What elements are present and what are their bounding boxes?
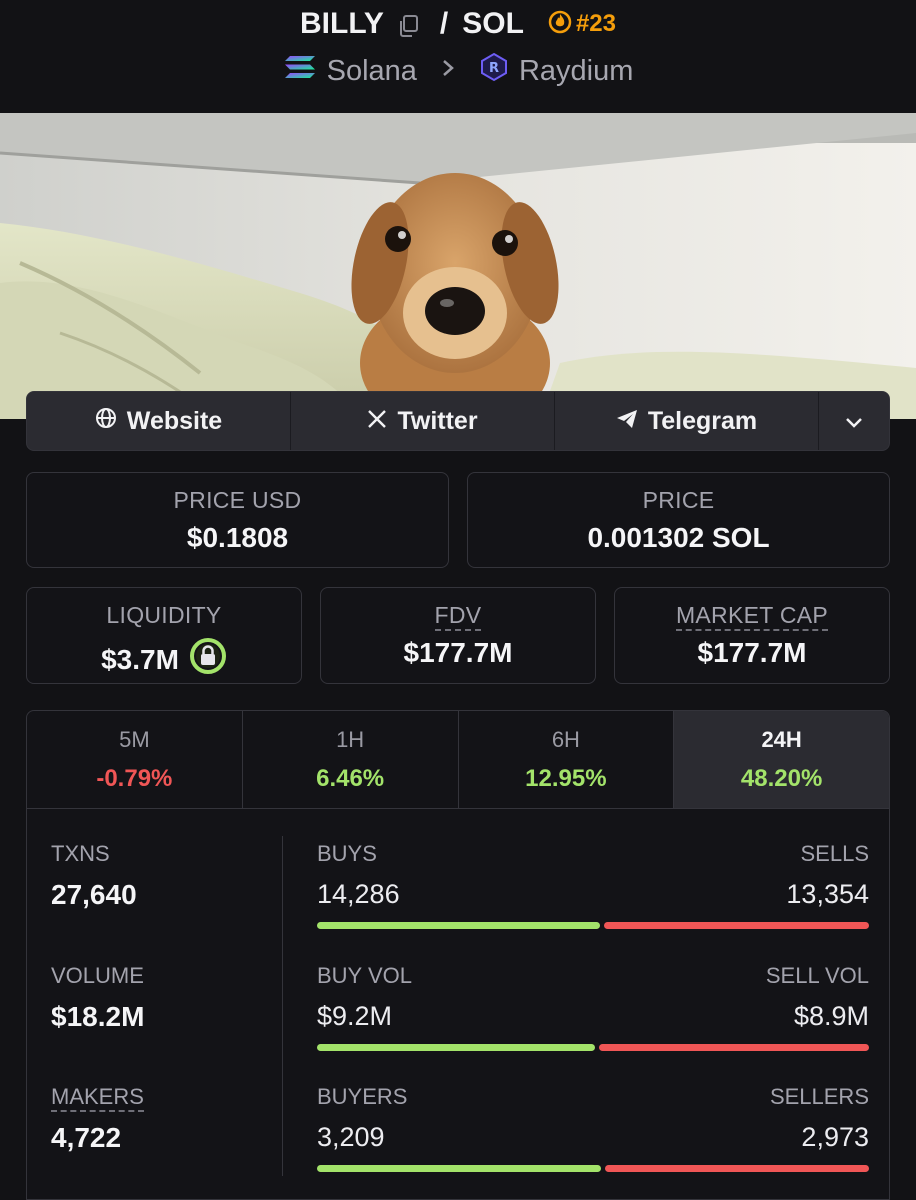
tab-change: -0.79%: [96, 765, 173, 792]
sell-vol-bar-segment: [599, 1044, 869, 1051]
fdv-card: FDV $177.7M: [320, 587, 596, 684]
tab-label: 24H: [761, 727, 802, 752]
tab-change: 12.95%: [525, 765, 607, 792]
telegram-label: Telegram: [647, 406, 758, 435]
txns-metric: TXNS 27,640: [51, 841, 137, 911]
telegram-icon: [616, 407, 638, 436]
makers-value: 4,722: [51, 1122, 122, 1153]
tab-1h[interactable]: 1H 6.46%: [243, 711, 459, 808]
tab-change: 48.20%: [740, 765, 823, 792]
buy-vol-label: BUY VOL: [317, 963, 412, 988]
sells-bar-segment: [604, 922, 869, 929]
liquidity-value: $3.7M: [101, 643, 179, 675]
flame-icon: [548, 8, 572, 41]
sell-vol-label: SELL VOL: [765, 963, 869, 988]
price-native-value: 0.001302 SOL: [587, 522, 770, 553]
tab-24h[interactable]: 24H 48.20%: [674, 711, 889, 808]
makers-metric: MAKERS 4,722: [51, 1084, 144, 1154]
dex-link[interactable]: Raydium: [518, 54, 634, 87]
more-links-button[interactable]: [819, 392, 889, 450]
social-links-bar: Website Twitter Telegram: [26, 391, 890, 451]
lock-icon[interactable]: [189, 637, 227, 682]
twitter-label: Twitter: [397, 406, 478, 435]
buys-sells-bar: [317, 922, 869, 929]
market-cap-card: MARKET CAP $177.7M: [614, 587, 890, 684]
buy-vol-bar-segment: [317, 1044, 595, 1051]
raydium-icon: R: [479, 52, 509, 90]
website-label: Website: [126, 406, 223, 435]
volume-metric: VOLUME $18.2M: [51, 963, 144, 1033]
timeframe-tabs: 5M -0.79% 1H 6.46% 6H 12.95% 24H 48.20%: [27, 711, 889, 809]
tab-change: 6.46%: [316, 765, 385, 792]
rank-label: #23: [575, 10, 616, 37]
chevron-down-icon: [845, 407, 863, 436]
volume-split-bar: [317, 1044, 869, 1051]
telegram-button[interactable]: Telegram: [555, 392, 819, 450]
liquidity-label: LIQUIDITY: [106, 602, 222, 628]
token-banner-image: [0, 113, 916, 419]
fdv-label[interactable]: FDV: [434, 602, 482, 631]
token-symbol: BILLY: [300, 7, 384, 40]
chevron-right-icon: [441, 57, 455, 85]
volume-split-row: BUY VOL SELL VOL $9.2M $8.9M: [317, 963, 869, 1051]
market-cap-value: $177.7M: [697, 637, 807, 668]
market-cap-label[interactable]: MARKET CAP: [675, 602, 829, 631]
breadcrumb: Solana R Raydium: [0, 50, 916, 92]
price-native-label: PRICE: [642, 487, 715, 513]
tab-label: 6H: [551, 727, 580, 752]
copy-icon[interactable]: [398, 12, 420, 37]
buys-bar-segment: [317, 922, 600, 929]
pair-title: BILLY / SOL #23: [0, 4, 916, 44]
sell-vol-value: $8.9M: [793, 1001, 869, 1031]
sells-value: 13,354: [786, 879, 869, 909]
buy-vol-value: $9.2M: [317, 1001, 393, 1031]
svg-text:R: R: [489, 61, 499, 76]
sellers-label: SELLERS: [769, 1084, 869, 1109]
volume-value: $18.2M: [51, 1001, 145, 1032]
sellers-bar-segment: [605, 1165, 869, 1172]
chain-link[interactable]: Solana: [326, 54, 417, 87]
solana-icon: [283, 53, 317, 89]
globe-icon: [95, 407, 117, 436]
stats-panel: 5M -0.79% 1H 6.46% 6H 12.95% 24H 48.20% …: [26, 710, 890, 1200]
tab-6h[interactable]: 6H 12.95%: [459, 711, 675, 808]
fdv-value: $177.7M: [403, 637, 513, 668]
price-usd-card: PRICE USD $0.1808: [26, 472, 449, 568]
sellers-value: 2,973: [801, 1122, 869, 1152]
tab-label: 5M: [119, 727, 150, 752]
buyers-sellers-row: BUYERS SELLERS 3,209 2,973: [317, 1084, 869, 1172]
liquidity-value-row: $3.7M: [27, 637, 301, 682]
buys-value: 14,286: [317, 879, 400, 909]
volume-label: VOLUME: [51, 963, 144, 988]
sells-label: SELLS: [800, 841, 870, 866]
price-usd-value: $0.1808: [186, 522, 289, 553]
txns-value: 27,640: [51, 879, 137, 910]
liquidity-card: LIQUIDITY $3.7M: [26, 587, 302, 684]
pair-separator: /: [439, 7, 449, 40]
buyers-sellers-bar: [317, 1165, 869, 1172]
buyers-value: 3,209: [317, 1122, 385, 1152]
tab-label: 1H: [336, 727, 365, 752]
quote-symbol: SOL: [462, 7, 524, 40]
buyers-label: BUYERS: [317, 1084, 408, 1109]
tab-5m[interactable]: 5M -0.79%: [27, 711, 243, 808]
makers-label[interactable]: MAKERS: [51, 1084, 144, 1112]
price-native-card: PRICE 0.001302 SOL: [467, 472, 890, 568]
buys-label: BUYS: [317, 841, 377, 866]
column-divider: [282, 836, 283, 1176]
x-logo-icon: [367, 407, 387, 436]
pair-header: BILLY / SOL #23 Solana R Rayd: [0, 0, 916, 113]
twitter-button[interactable]: Twitter: [291, 392, 555, 450]
price-usd-label: PRICE USD: [173, 487, 302, 513]
buys-sells-row: BUYS SELLS 14,286 13,354: [317, 841, 869, 929]
buyers-bar-segment: [317, 1165, 601, 1172]
txns-label: TXNS: [51, 841, 110, 866]
website-button[interactable]: Website: [27, 392, 291, 450]
trending-rank[interactable]: #23: [548, 8, 616, 41]
